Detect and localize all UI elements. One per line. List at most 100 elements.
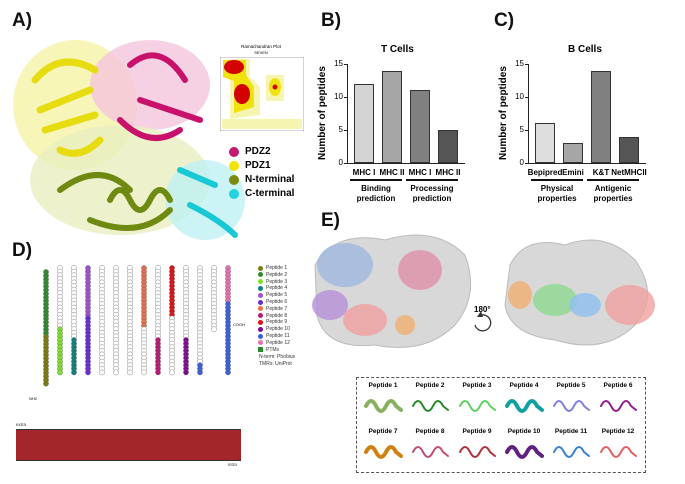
x-tick-label: MHC I bbox=[352, 168, 376, 177]
legend-marker bbox=[229, 188, 239, 199]
legend-label: Peptide 8 bbox=[266, 312, 288, 319]
residue-bead bbox=[99, 369, 105, 376]
panel-b-label: B) bbox=[321, 10, 342, 31]
legend-peptide-6: Peptide 6 bbox=[258, 299, 287, 305]
nterm-label: NH2 bbox=[29, 396, 38, 401]
legend-label: Peptide 11 bbox=[266, 333, 290, 339]
y-tick bbox=[344, 130, 347, 131]
extra-label: extra bbox=[16, 422, 27, 427]
legend-pdz1: PDZ1 bbox=[229, 160, 271, 171]
residue-bead bbox=[43, 380, 49, 387]
legend-label: Peptide 5 bbox=[266, 292, 288, 299]
bar bbox=[438, 130, 458, 163]
note-nterm: N-term: Phobius bbox=[259, 354, 296, 360]
group-label: Binding prediction bbox=[346, 184, 406, 204]
peptide-label: Peptide 10 bbox=[507, 428, 541, 435]
panel-a-label: A) bbox=[12, 10, 33, 31]
panel-d-label: D) bbox=[12, 240, 33, 261]
legend-ptms: PTMs bbox=[258, 347, 279, 353]
peptide-structure-icon bbox=[505, 399, 544, 413]
y-tick-label: 15 bbox=[515, 59, 524, 68]
bar bbox=[535, 123, 555, 163]
legend-label: Peptide 6 bbox=[266, 299, 288, 305]
residue-bead bbox=[71, 369, 77, 376]
peptide-label: Peptide 4 bbox=[509, 382, 539, 389]
legend-label: Peptide 2 bbox=[266, 271, 288, 278]
peptide-label: Peptide 9 bbox=[462, 428, 492, 435]
chart-title: B Cells bbox=[568, 44, 602, 55]
legend-marker bbox=[258, 313, 263, 319]
legend-marker bbox=[258, 340, 263, 346]
peptide-label: Peptide 8 bbox=[415, 428, 445, 435]
y-tick bbox=[525, 130, 528, 131]
legend-label: Peptide 3 bbox=[266, 278, 288, 285]
legend-marker bbox=[229, 160, 239, 171]
peptide-label: Peptide 5 bbox=[556, 382, 586, 389]
legend-peptide-2: Peptide 2 bbox=[258, 272, 287, 278]
peptide-structure-icon bbox=[459, 400, 496, 412]
ramachandran-subtitle: SEVEN bbox=[254, 50, 268, 55]
legend-peptide-9: Peptide 9 bbox=[258, 319, 287, 325]
cterm-label: COOH bbox=[233, 322, 245, 327]
legend-marker bbox=[258, 326, 263, 332]
group-label: Antigenic properties bbox=[583, 184, 643, 204]
legend-peptide-5: Peptide 5 bbox=[258, 292, 287, 298]
peptide-structure-icon bbox=[412, 446, 449, 458]
rotate-icon bbox=[474, 314, 492, 332]
bar bbox=[354, 83, 374, 163]
legend-peptide-4: Peptide 4 bbox=[258, 285, 287, 291]
x-tick-label: Emini bbox=[562, 168, 584, 177]
peptide-label: Peptide 6 bbox=[603, 382, 633, 389]
residue-bead bbox=[211, 326, 217, 332]
residue-bead bbox=[197, 369, 203, 376]
membrane-bar bbox=[16, 429, 241, 461]
peptide-structure-icon bbox=[600, 446, 637, 458]
group-label-line: prediction bbox=[412, 194, 452, 203]
legend-peptide-11: Peptide 11 bbox=[258, 333, 290, 339]
peptide-structure-icon bbox=[364, 399, 403, 413]
y-tick-label: 0 bbox=[338, 158, 343, 167]
residue-bead bbox=[183, 369, 189, 376]
group-label-line: Antigenic bbox=[594, 184, 632, 193]
bar bbox=[563, 143, 583, 163]
legend-peptide-1: Peptide 1 bbox=[258, 265, 287, 271]
x-tick-label: K&T bbox=[592, 168, 610, 177]
legend-label: Peptide 12 bbox=[266, 339, 290, 346]
y-tick bbox=[344, 97, 347, 98]
y-tick-label: 10 bbox=[334, 92, 343, 101]
peptide-label: Peptide 11 bbox=[554, 428, 588, 435]
legend-label: Peptide 4 bbox=[266, 285, 288, 292]
legend-label: Peptide 1 bbox=[266, 265, 288, 271]
x-tick-label: MHC I bbox=[408, 168, 432, 177]
legend-peptide-12: Peptide 12 bbox=[258, 340, 290, 346]
bar bbox=[382, 70, 402, 163]
legend-peptide-8: Peptide 8 bbox=[258, 313, 287, 319]
legend-peptide-7: Peptide 7 bbox=[258, 306, 287, 312]
group-label: Physical properties bbox=[527, 184, 587, 204]
chart-title: T Cells bbox=[381, 44, 414, 55]
group-label-line: Processing bbox=[410, 184, 454, 193]
ramachandran-title: Ramachandran Plot bbox=[241, 44, 281, 49]
peptide-structure-icon bbox=[600, 400, 637, 412]
x-tick-label: MHC II bbox=[435, 168, 461, 177]
x-tick-label: MHC II bbox=[379, 168, 405, 177]
y-tick-label: 5 bbox=[519, 125, 524, 134]
x-tick-label: Bepipred bbox=[527, 168, 563, 177]
peptide-structure-icon bbox=[459, 446, 496, 458]
residue-bead bbox=[141, 369, 147, 376]
peptide-structure-icon bbox=[553, 400, 590, 412]
group-bracket bbox=[587, 179, 639, 181]
residue-bead bbox=[113, 369, 119, 376]
y-axis-label: Number of peptides bbox=[317, 66, 328, 160]
rotation-label: 180° bbox=[474, 305, 491, 314]
y-tick bbox=[344, 64, 347, 65]
legend-marker bbox=[258, 306, 263, 312]
residue-bead bbox=[57, 369, 63, 376]
panel-e-label: E) bbox=[321, 210, 340, 231]
y-tick-label: 0 bbox=[519, 158, 524, 167]
group-bracket bbox=[350, 179, 402, 181]
legend-marker bbox=[258, 299, 263, 305]
group-label: Processing prediction bbox=[402, 184, 462, 204]
x-axis bbox=[528, 163, 646, 164]
